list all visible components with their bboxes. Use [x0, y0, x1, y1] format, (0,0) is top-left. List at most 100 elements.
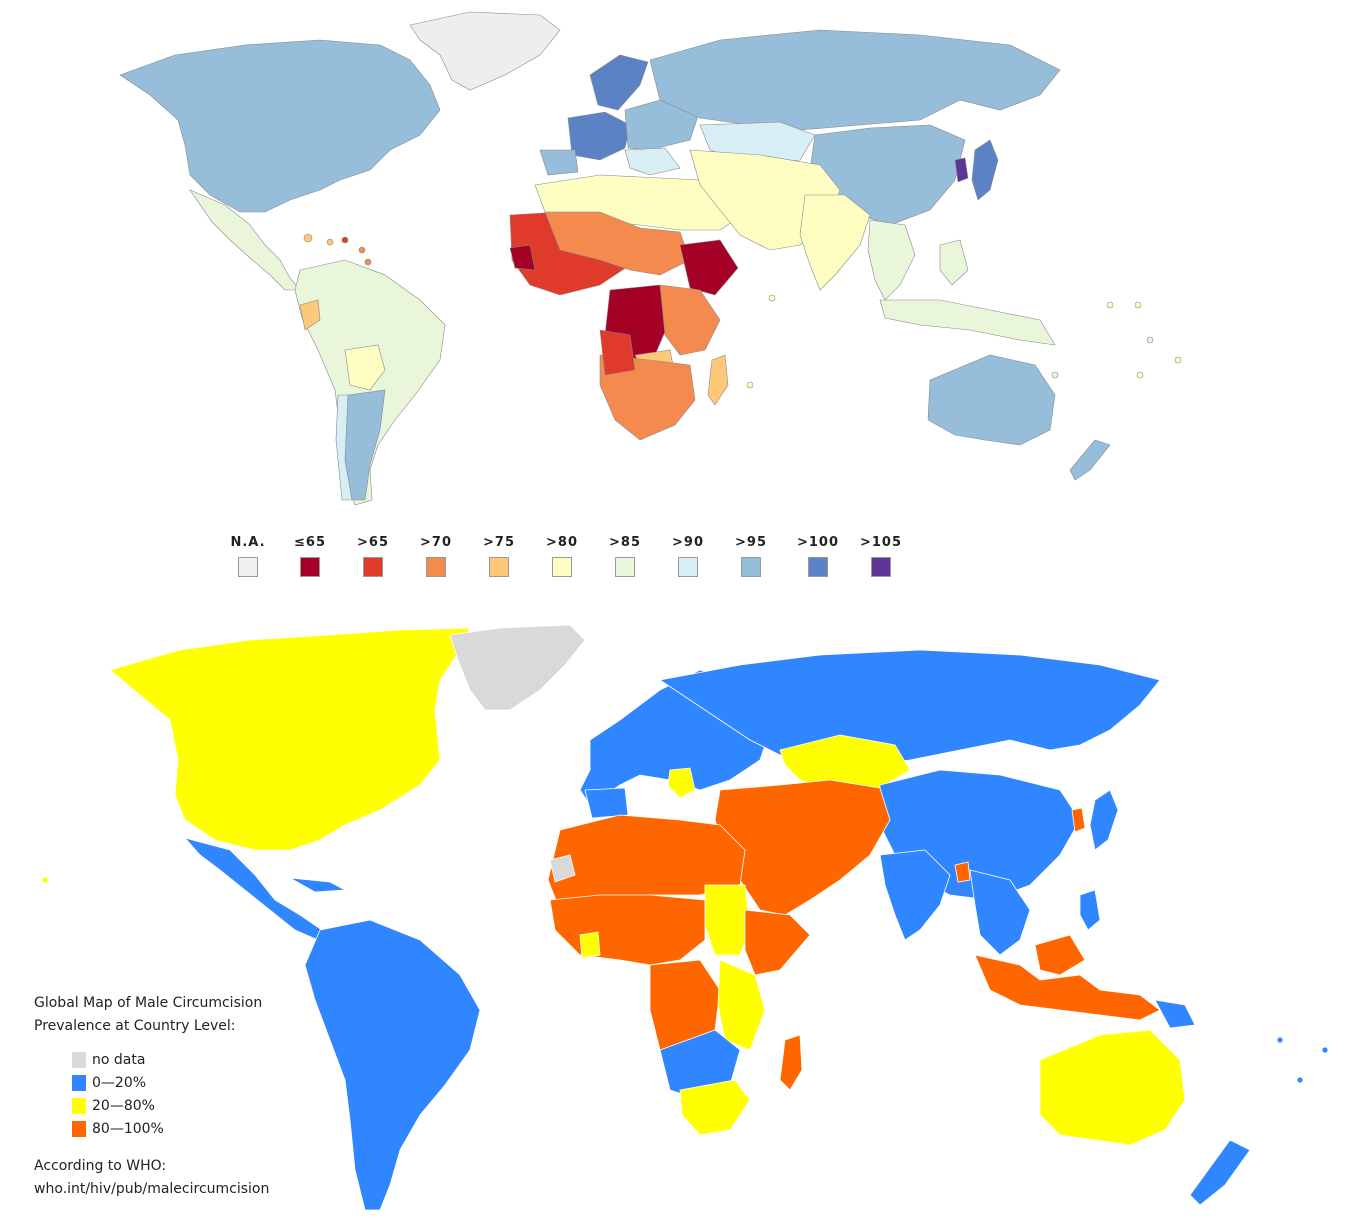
ethiopia-top: [679, 239, 739, 296]
legend-label: >85: [609, 535, 641, 550]
indonesia-top: [879, 299, 1056, 346]
legend-source: According to WHO: who.int/hiv/pub/maleci…: [34, 1155, 334, 1201]
western-europe-top: [567, 111, 631, 161]
philippines-top: [939, 239, 969, 286]
legend-item-gt100: >100: [788, 533, 848, 581]
legend-swatch-20-80: [72, 1098, 86, 1114]
senegal-top: [509, 244, 536, 271]
iberia-bottom: [584, 787, 629, 819]
top-legend: N.A. ≤65 >65 >70 >75 >80 >85 >90: [0, 533, 1348, 583]
north-america-bottom: [109, 627, 471, 851]
ecuador-top: [299, 299, 321, 331]
madagascar-top: [707, 354, 729, 406]
east-africa-top: [659, 284, 721, 356]
legend-title-line2: Prevalence at Country Level:: [34, 1018, 236, 1034]
legend-swatch-gt70: [426, 557, 446, 577]
source-url: who.int/hiv/pub/malecircumcision: [34, 1181, 270, 1197]
southeast-asia-bottom: [969, 869, 1031, 956]
legend-label: >70: [420, 535, 452, 550]
legend-entry-no-data: no data: [72, 1049, 334, 1072]
japan-bottom: [1089, 789, 1119, 851]
legend-swatch-gt85: [615, 557, 635, 577]
new-zealand-top: [1069, 439, 1111, 481]
west-africa-bottom: [549, 894, 706, 966]
sahel-top: [544, 211, 691, 276]
philippines-bottom: [1079, 889, 1101, 931]
chile-top: [335, 394, 353, 501]
legend-label: >95: [735, 535, 767, 550]
legend-swatch-gt65: [363, 557, 383, 577]
greenland-bottom: [449, 624, 586, 711]
balkans-bottom: [667, 767, 696, 799]
japan-top: [971, 139, 999, 201]
australia-bottom: [1039, 1029, 1186, 1146]
legend-entry-0-20: 0—20%: [72, 1072, 334, 1095]
legend-swatch-gt90: [678, 557, 698, 577]
horn-of-africa-bottom: [744, 909, 811, 976]
legend-swatch-no-data: [72, 1052, 86, 1068]
russia-top: [649, 29, 1061, 131]
legend-item-na: N.A.: [218, 533, 278, 581]
legend-item-gt80: >80: [532, 533, 592, 581]
legend-swatch-le65: [300, 557, 320, 577]
ghana-bottom: [579, 931, 601, 959]
legend-text: no data: [92, 1052, 146, 1068]
top-world-map-svg: [119, 11, 1182, 506]
legend-entry-80-100: 80—100%: [72, 1118, 334, 1141]
bottom-world-map-svg: [41, 624, 1329, 1211]
legend-label: N.A.: [230, 535, 266, 550]
korea-bottom: [1071, 807, 1086, 833]
legend-entries: no data 0—20% 20—80% 80—100%: [72, 1049, 334, 1141]
scandinavia-top: [589, 54, 649, 111]
legend-item-gt95: >95: [721, 533, 781, 581]
australia-top: [927, 354, 1056, 446]
life-expectancy-map: N.A. ≤65 >65 >70 >75 >80 >85 >90: [0, 0, 1348, 610]
balkans-top: [624, 147, 681, 176]
legend-label: >90: [672, 535, 704, 550]
east-africa-bottom: [717, 959, 766, 1051]
southeast-asia-top: [867, 219, 916, 301]
mexico-bottom: [183, 837, 323, 941]
legend-item-le65: ≤65: [280, 533, 340, 581]
source-line1: According to WHO:: [34, 1158, 167, 1174]
legend-label: >100: [796, 535, 840, 550]
sudan-bottom: [704, 884, 751, 956]
bottom-legend: Global Map of Male Circumcision Prevalen…: [34, 992, 334, 1201]
legend-label: >75: [483, 535, 515, 550]
legend-entry-20-80: 20—80%: [72, 1095, 334, 1118]
legend-swatch-0-20: [72, 1075, 86, 1091]
cuba-bottom: [289, 877, 347, 893]
legend-label: >80: [546, 535, 578, 550]
india-bottom: [879, 849, 951, 941]
new-zealand-bottom: [1189, 1139, 1251, 1206]
russia-bottom: [658, 649, 1161, 766]
southern-africa-top: [599, 354, 696, 441]
legend-swatch-na: [238, 557, 258, 577]
borneo-bottom: [1034, 934, 1086, 976]
legend-swatch-gt105: [871, 557, 891, 577]
western-sahara-bottom: [549, 854, 576, 883]
papua-bottom: [1154, 999, 1196, 1029]
legend-item-gt70: >70: [406, 533, 466, 581]
iberia-top: [539, 149, 579, 176]
legend-label: >65: [357, 535, 389, 550]
bangladesh-bottom: [954, 861, 971, 883]
legend-item-gt105: >105: [851, 533, 911, 581]
legend-swatch-gt75: [489, 557, 509, 577]
legend-item-gt65: >65: [343, 533, 403, 581]
legend-title-line1: Global Map of Male Circumcision: [34, 995, 263, 1011]
legend-label: >105: [859, 535, 903, 550]
angola-top: [599, 329, 636, 376]
male-circumcision-map: [0, 610, 1348, 1220]
legend-label: ≤65: [294, 535, 326, 550]
legend-text: 0—20%: [92, 1075, 147, 1091]
legend-swatch-gt95: [741, 557, 761, 577]
south-america-bottom: [304, 919, 481, 1211]
legend-text: 80—100%: [92, 1121, 164, 1137]
bolivia-top: [344, 344, 386, 391]
legend-item-gt90: >90: [658, 533, 718, 581]
legend-swatch-gt80: [552, 557, 572, 577]
south-africa-bottom: [679, 1079, 751, 1136]
india-top: [799, 194, 871, 291]
legend-item-gt85: >85: [595, 533, 655, 581]
